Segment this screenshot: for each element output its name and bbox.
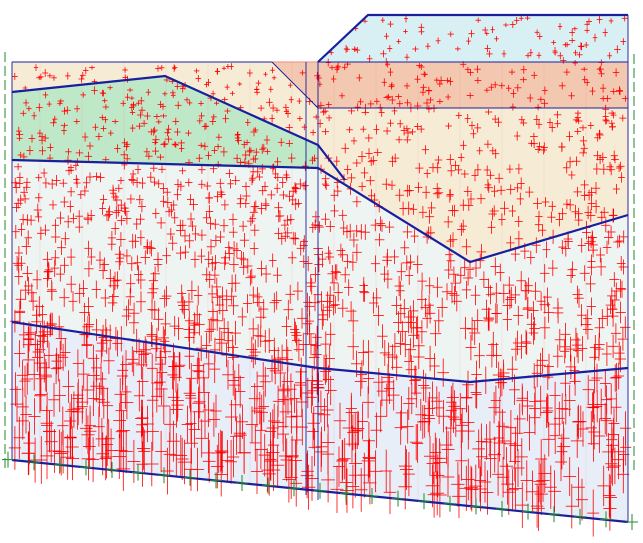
boundary-green-wedge-top <box>11 74 346 181</box>
boundary-middle-layer <box>11 158 629 264</box>
boundary-top-right-slope <box>317 13 628 63</box>
stress-markers <box>8 14 632 537</box>
boundary-lower-layer <box>11 320 629 384</box>
boundary-notch-diagonal <box>271 61 319 109</box>
support-markers <box>2 52 638 530</box>
